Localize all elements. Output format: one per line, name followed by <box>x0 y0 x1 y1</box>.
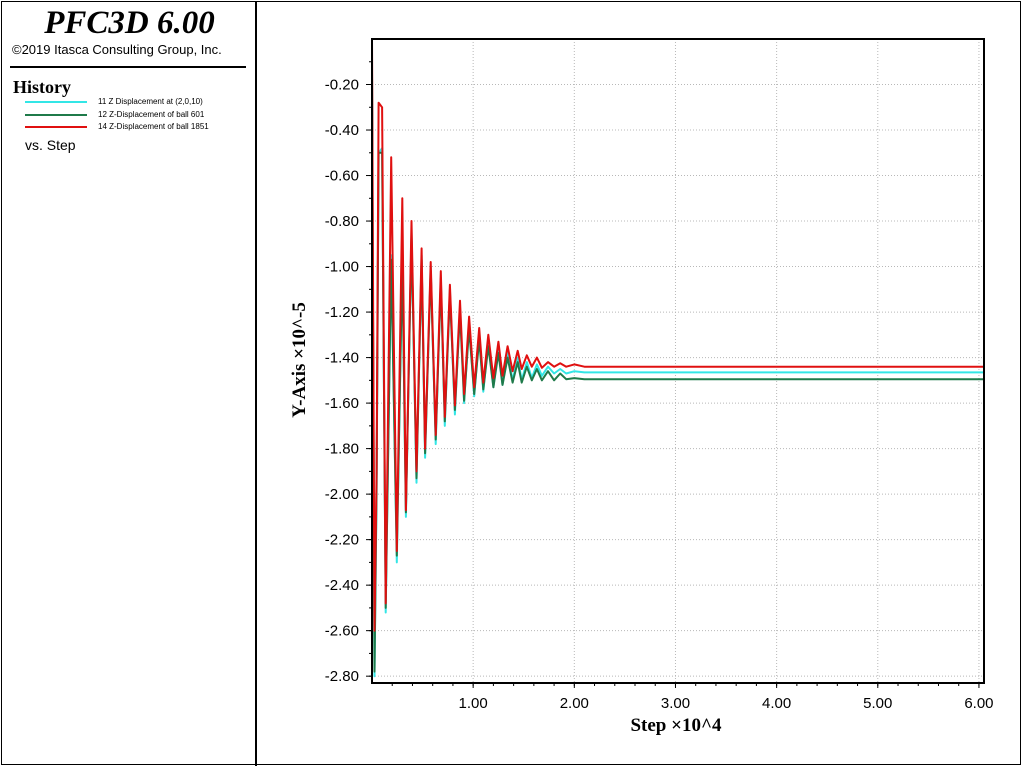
y-tick-label: -2.60 <box>325 623 359 640</box>
app-title: PFC3D 6.00 <box>44 5 215 41</box>
series-layer <box>371 38 984 678</box>
y-tick-label: -0.20 <box>325 77 359 94</box>
grid <box>372 39 984 683</box>
x-tick-label: 1.00 <box>459 695 488 712</box>
legend-swatch-history-12 <box>25 114 87 116</box>
y-tick-label: -2.20 <box>325 532 359 549</box>
legend-swatch-history-14 <box>25 126 87 128</box>
legend-label-history-12: 12 Z-Displacement of ball 601 <box>98 110 205 119</box>
y-tick-label: -2.80 <box>325 668 359 685</box>
legend-item-history-12: 12 Z-Displacement of ball 601 <box>25 110 250 120</box>
legend-heading: History <box>13 77 71 97</box>
ticks: 1.00 2.00 3.00 4.00 5.00 6.00 -0.20 -0.40 -0.60 -… <box>325 61 994 712</box>
copyright-text: ©2019 Itasca Consulting Group, Inc. <box>12 42 222 57</box>
y-tick-label: -0.80 <box>325 213 359 230</box>
series-line-3 <box>371 38 984 632</box>
legend-panel: PFC3D 6.00 ©2019 Itasca Consulting Group… <box>2 2 257 766</box>
chart-area: 1.00 2.00 3.00 4.00 5.00 6.00 -0.20 -0.40 -0.60 -… <box>289 38 994 736</box>
legend-swatch-history-11 <box>25 101 87 103</box>
y-tick-label: -2.40 <box>325 577 359 594</box>
vs-label: vs. Step <box>25 137 76 153</box>
legend-item-history-11: 11 Z Displacement at (2,0,10) <box>25 97 250 107</box>
legend-item-history-14: 14 Z-Displacement of ball 1851 <box>25 122 250 132</box>
x-tick-label: 3.00 <box>661 695 690 712</box>
y-tick-label: -1.40 <box>325 350 359 367</box>
y-tick-label: -0.60 <box>325 168 359 185</box>
x-tick-label: 5.00 <box>863 695 892 712</box>
y-tick-label: -1.00 <box>325 259 359 276</box>
x-axis-title: Step ×10^4 <box>630 715 722 736</box>
y-tick-label: -2.00 <box>325 486 359 503</box>
plot-frame <box>371 38 985 684</box>
title-divider <box>10 66 246 68</box>
y-axis-title: Y-Axis ×10^-5 <box>289 302 310 418</box>
x-tick-label: 2.00 <box>560 695 589 712</box>
legend-label-history-11: 11 Z Displacement at (2,0,10) <box>98 97 203 106</box>
y-tick-label: -1.80 <box>325 441 359 458</box>
y-tick-label: -1.20 <box>325 304 359 321</box>
y-tick-label: -0.40 <box>325 122 359 139</box>
y-tick-label: -1.60 <box>325 395 359 412</box>
x-tick-label: 4.00 <box>762 695 791 712</box>
x-tick-label: 6.00 <box>964 695 993 712</box>
legend-label-history-14: 14 Z-Displacement of ball 1851 <box>98 122 209 131</box>
